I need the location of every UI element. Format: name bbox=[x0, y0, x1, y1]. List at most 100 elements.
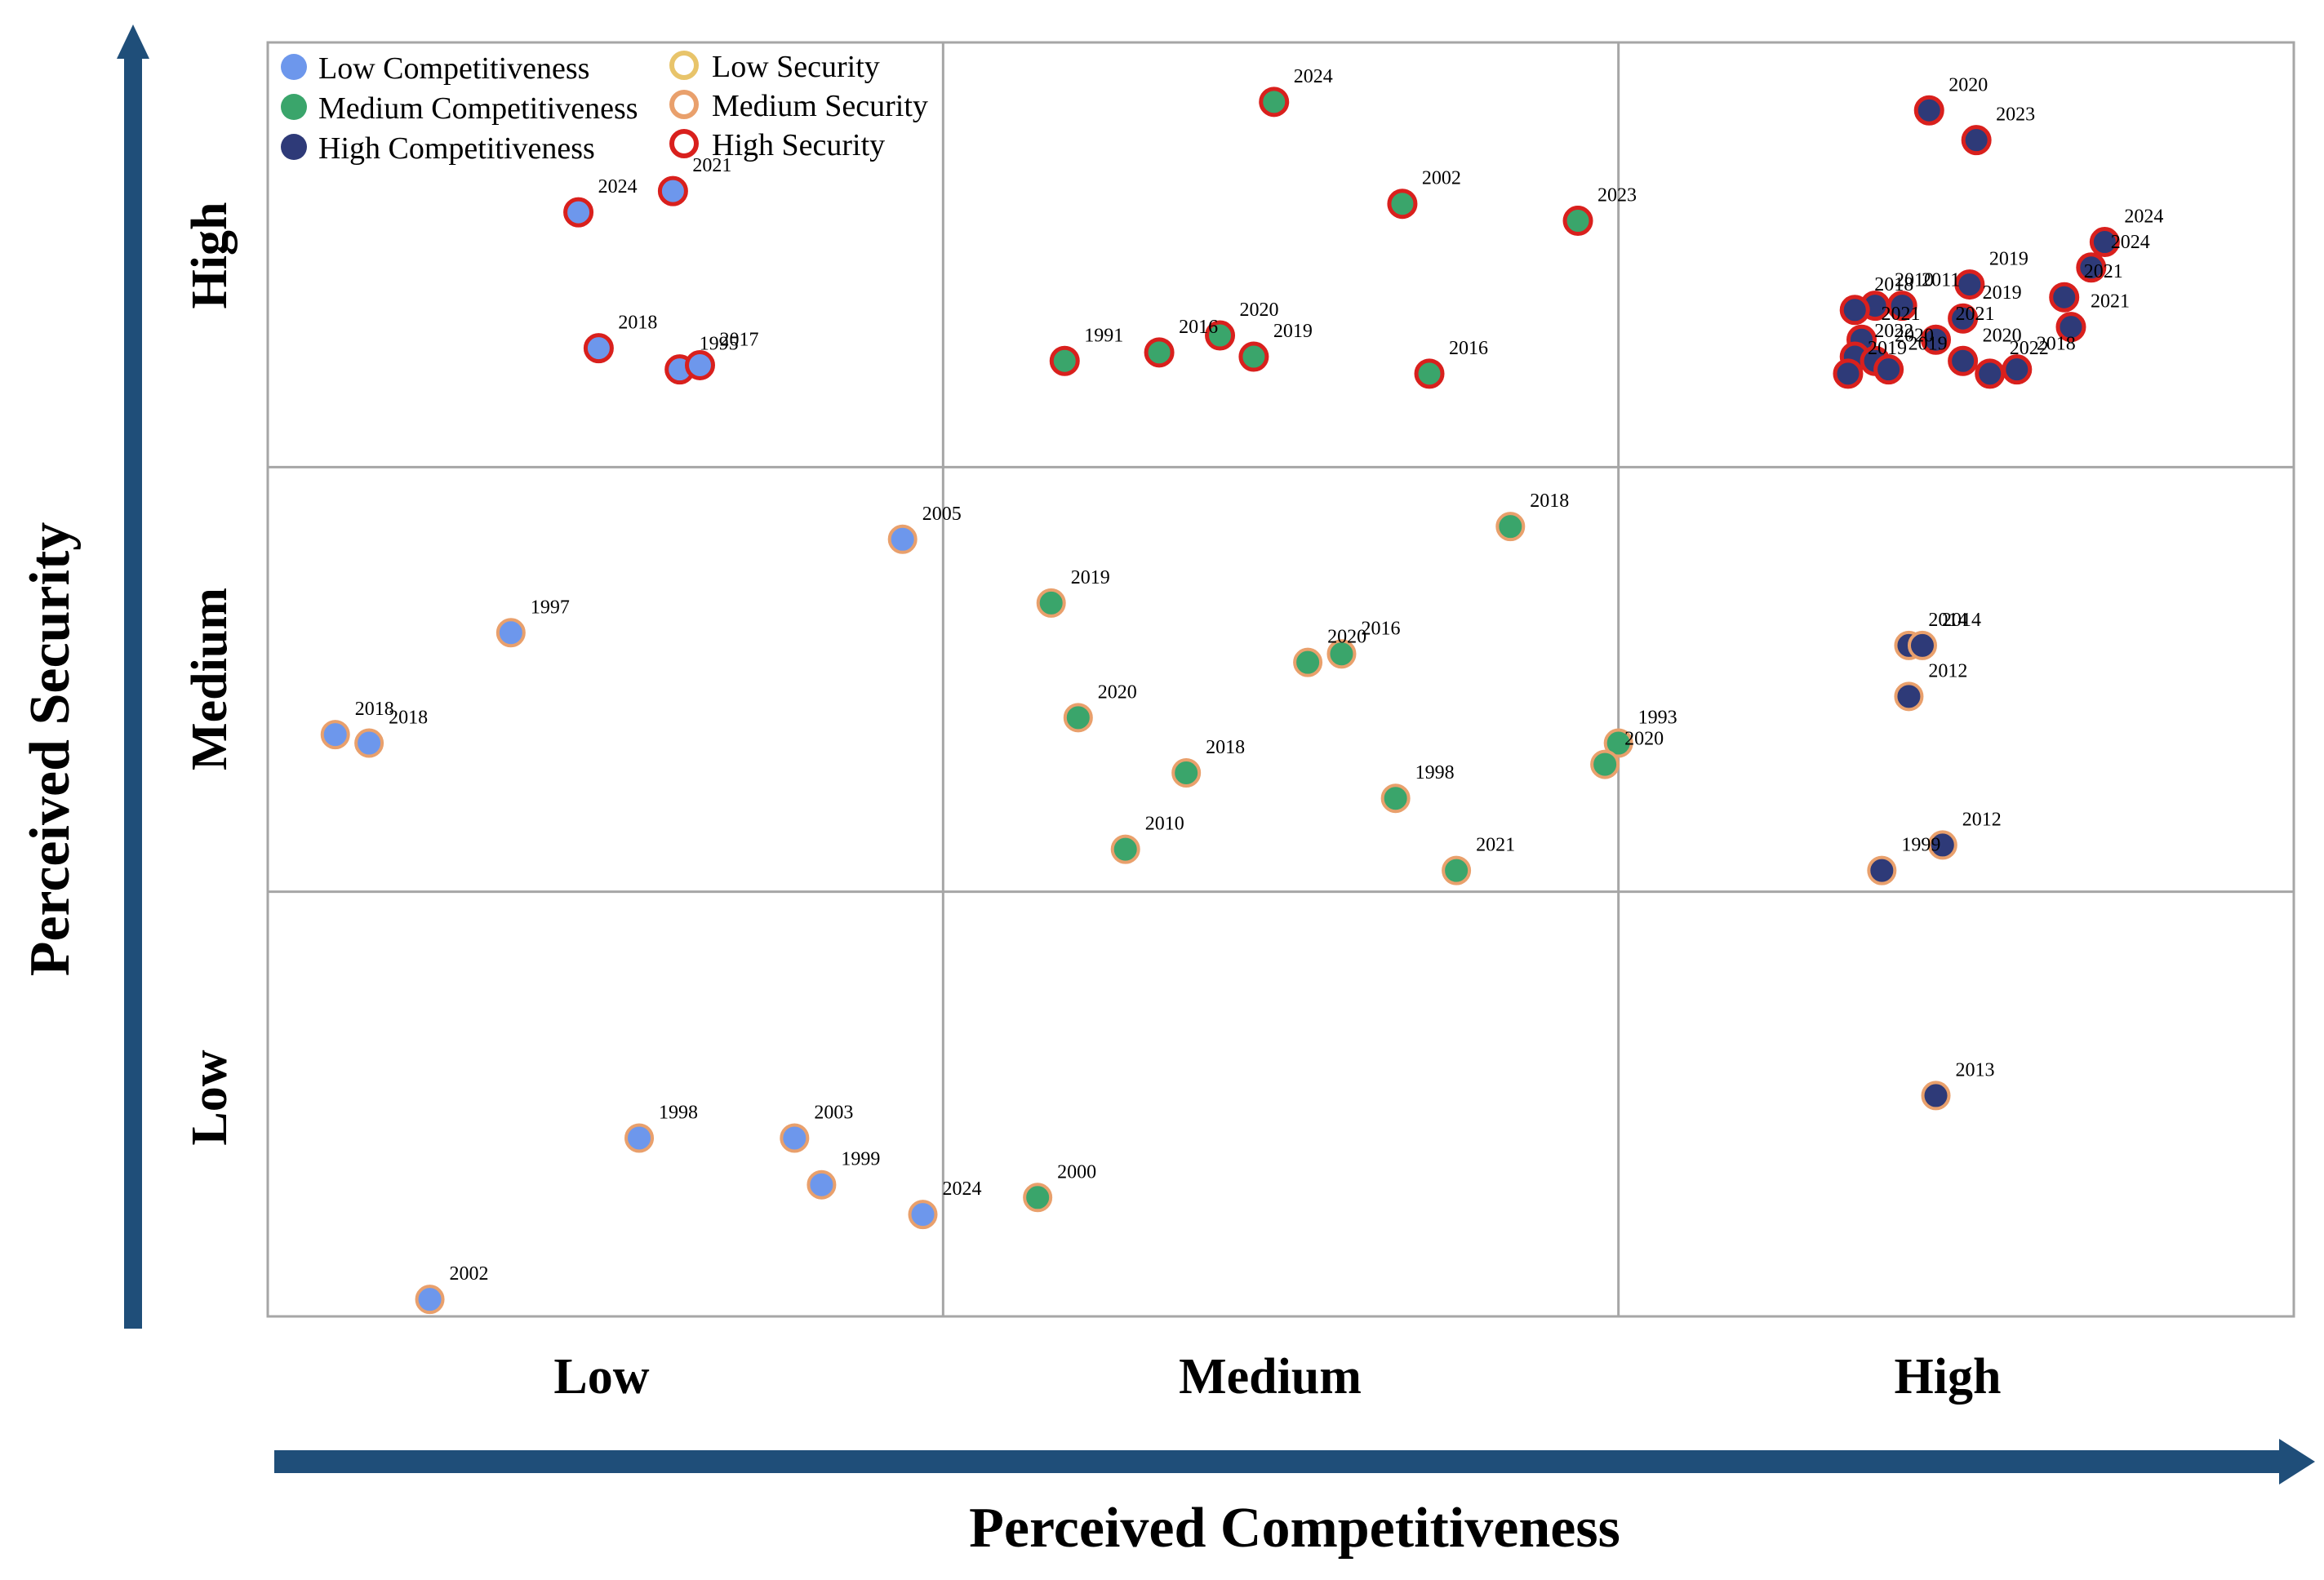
data-point-label: 2012 bbox=[1962, 809, 2002, 830]
data-point-label: 2021 bbox=[2091, 291, 2130, 313]
data-point-label: 2003 bbox=[814, 1102, 853, 1123]
grid-lines bbox=[268, 42, 2294, 1316]
data-point-label: 2020 bbox=[1949, 74, 1988, 95]
data-point-label: 2018 bbox=[389, 708, 428, 729]
data-point bbox=[1907, 630, 1937, 660]
legend-marker-high-competitiveness bbox=[281, 134, 307, 160]
data-point bbox=[1839, 295, 1870, 326]
data-point bbox=[1110, 834, 1140, 864]
data-point-label: 2024 bbox=[598, 176, 638, 198]
legend-label-medium-competitiveness: Medium Competitiveness bbox=[318, 91, 638, 126]
data-point bbox=[1590, 749, 1620, 779]
legend-label-low-competitiveness: Low Competitiveness bbox=[318, 51, 589, 86]
y-axis-arrow bbox=[117, 24, 149, 1329]
data-point bbox=[807, 1169, 837, 1200]
data-point-label: 2011 bbox=[1922, 270, 1960, 291]
data-point bbox=[354, 728, 384, 758]
data-point-label: 2021 bbox=[692, 155, 731, 176]
data-point-label: 2019 bbox=[1273, 321, 1313, 342]
data-point bbox=[495, 618, 526, 648]
data-point-label: 2019 bbox=[1868, 338, 1907, 359]
x-axis-title: Perceived Competitiveness bbox=[969, 1497, 1620, 1560]
x-tick-medium: Medium bbox=[1179, 1349, 1362, 1405]
legend-label-high-competitiveness: High Competitiveness bbox=[318, 131, 595, 166]
legend-marker-medium-security bbox=[669, 90, 699, 119]
data-point-label: 2000 bbox=[1057, 1161, 1096, 1183]
data-point bbox=[1562, 206, 1593, 237]
legend-label-medium-security: Medium Security bbox=[712, 89, 928, 123]
data-point bbox=[1603, 728, 1633, 758]
data-point-label: 2024 bbox=[2124, 206, 2163, 228]
data-point-label: 2012 bbox=[1928, 660, 1967, 681]
data-point-label: 2021 bbox=[1476, 835, 1515, 856]
data-point bbox=[1414, 358, 1445, 389]
data-point bbox=[1948, 303, 1979, 334]
data-point bbox=[2076, 252, 2107, 283]
data-point-label: 2020 bbox=[1624, 729, 1664, 750]
data-point bbox=[624, 1123, 655, 1153]
data-point-label: 2018 bbox=[1874, 274, 1913, 295]
data-point bbox=[1259, 87, 1290, 118]
data-points bbox=[320, 87, 2120, 1315]
data-point-label: 2021 bbox=[1882, 304, 1921, 325]
data-point bbox=[2055, 312, 2086, 343]
data-point bbox=[1326, 639, 1357, 669]
data-point bbox=[1886, 291, 1917, 322]
data-point bbox=[1144, 337, 1175, 368]
data-point bbox=[1873, 354, 1904, 385]
data-point-label: 1993 bbox=[1638, 708, 1677, 729]
data-point bbox=[1049, 345, 1080, 376]
legend-label-high-security: High Security bbox=[712, 128, 885, 162]
data-point-label: 2002 bbox=[450, 1263, 489, 1285]
data-point-label: 2020 bbox=[1240, 300, 1279, 321]
data-point bbox=[1495, 512, 1526, 542]
y-tick-medium: Medium bbox=[182, 588, 238, 770]
data-point bbox=[2002, 354, 2033, 385]
data-point bbox=[415, 1285, 445, 1315]
y-axis-title: Perceived Security bbox=[19, 522, 82, 977]
data-point bbox=[1063, 703, 1093, 733]
data-point bbox=[1238, 341, 1269, 372]
data-point-label: 2020 bbox=[1895, 325, 1934, 346]
data-point-label: 2019 bbox=[1909, 334, 1948, 355]
data-point bbox=[908, 1200, 938, 1230]
data-point bbox=[1833, 358, 1864, 389]
data-point-label: 2021 bbox=[2084, 261, 2123, 282]
data-point bbox=[1921, 324, 1952, 355]
data-point-label: 2024 bbox=[1294, 66, 1333, 87]
data-point-label: 2021 bbox=[1956, 304, 1995, 325]
data-point-label: 2020 bbox=[1983, 325, 2022, 346]
x-axis-arrow bbox=[274, 1439, 2315, 1485]
data-point-label: 2016 bbox=[1361, 618, 1400, 639]
legend-marker-low-competitiveness bbox=[281, 54, 307, 80]
y-tick-high: High bbox=[182, 202, 238, 309]
data-point-label: 2016 bbox=[1179, 317, 1218, 338]
legend: Low Competitiveness Medium Competitivene… bbox=[281, 50, 928, 166]
data-point bbox=[1913, 95, 1944, 126]
data-point bbox=[2089, 227, 2120, 258]
data-point-label: 2018 bbox=[1206, 737, 1245, 758]
data-point-label: 1999 bbox=[841, 1149, 880, 1170]
legend-marker-high-security bbox=[669, 129, 699, 158]
x-tick-low: Low bbox=[553, 1349, 649, 1405]
data-point-label: 2020 bbox=[1327, 627, 1366, 648]
data-point bbox=[1961, 125, 1992, 156]
data-point-label: 1999 bbox=[1901, 835, 1940, 856]
data-point-label: 2002 bbox=[1422, 168, 1461, 189]
legend-label-low-security: Low Security bbox=[712, 50, 880, 84]
data-point bbox=[320, 720, 350, 750]
x-tick-high: High bbox=[1895, 1349, 2002, 1405]
data-point bbox=[2049, 282, 2080, 313]
data-point-label: 2013 bbox=[1956, 1059, 1995, 1081]
data-point-label: 2019 bbox=[1983, 282, 2022, 304]
data-point-label: 2018 bbox=[355, 699, 394, 720]
data-point-label: 2010 bbox=[1145, 814, 1184, 835]
data-point-label: 2005 bbox=[922, 504, 962, 525]
data-point bbox=[1927, 830, 1957, 860]
legend-marker-low-security bbox=[669, 51, 699, 80]
data-point-label: 2018 bbox=[2037, 334, 2076, 355]
data-point-label: 2020 bbox=[1098, 681, 1137, 703]
plot-area bbox=[266, 41, 2295, 1318]
